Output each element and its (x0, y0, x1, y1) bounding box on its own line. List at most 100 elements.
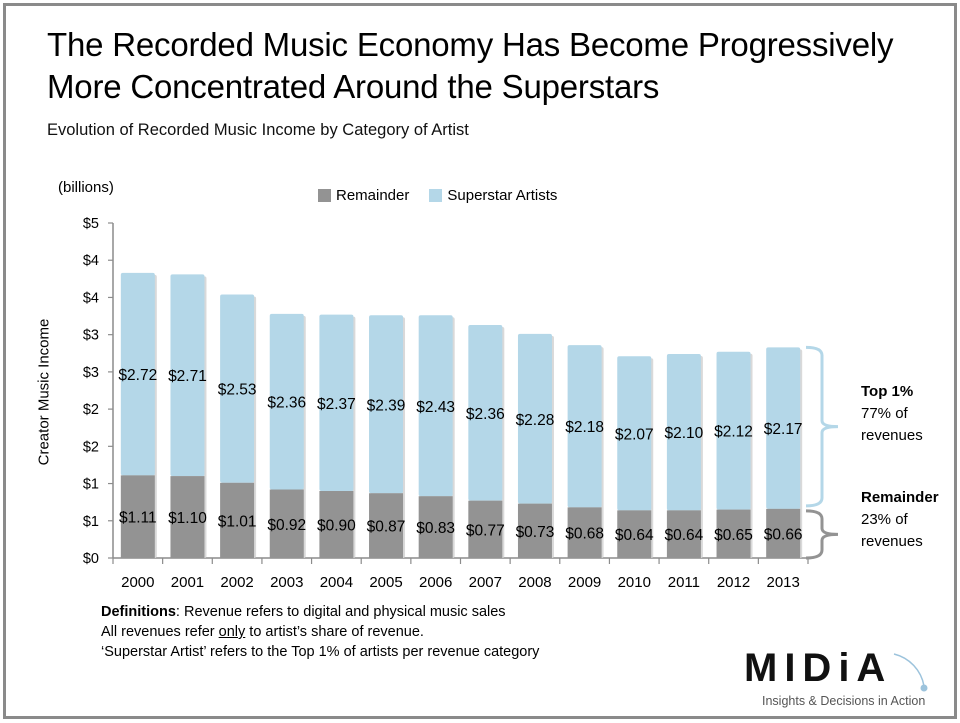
bar-superstar (617, 356, 652, 511)
legend-label-remainder: Remainder (336, 187, 410, 204)
x-tick-label: 2002 (220, 574, 253, 591)
data-label-superstar: $2.36 (466, 406, 505, 423)
x-tick-label: 2009 (568, 574, 601, 591)
data-label-remainder: $1.10 (168, 510, 207, 527)
y-tick-label: $2 (83, 402, 99, 418)
x-tick-label: 2011 (668, 574, 700, 591)
bar-remainder (319, 491, 354, 558)
data-label-remainder: $0.77 (466, 522, 505, 539)
legend-label-superstar: Superstar Artists (447, 187, 558, 204)
bar-remainder (567, 507, 602, 558)
x-tick-label: 2003 (270, 574, 303, 591)
data-label-remainder: $1.11 (119, 510, 157, 527)
unit-label: (billions) (58, 179, 114, 196)
title-line-2: More Concentrated Around the Superstars (47, 68, 660, 105)
bar-superstar (766, 347, 801, 509)
data-label-superstar: $2.07 (615, 426, 654, 443)
data-label-remainder: $0.90 (317, 518, 356, 535)
data-label-remainder: $0.68 (565, 526, 604, 543)
annotation-remainder-line2: revenues (861, 533, 923, 550)
annotation-top-heading: Top 1% (861, 383, 914, 400)
x-tick-label: 2012 (717, 574, 750, 591)
definitions-line-2-underlined: only (218, 624, 246, 640)
data-label-superstar: $2.18 (565, 419, 604, 436)
bar-remainder (517, 503, 552, 558)
data-label-superstar: $2.12 (714, 424, 753, 441)
y-tick-label: $3 (83, 328, 99, 344)
bar-superstar (666, 354, 701, 511)
bar-remainder (220, 482, 255, 558)
x-tick-label: 2007 (469, 574, 502, 591)
y-tick-label: $3 (83, 365, 99, 381)
y-tick-label: $0 (83, 551, 99, 567)
bar-superstar (369, 315, 404, 494)
data-label-remainder: $0.64 (615, 527, 654, 544)
definitions-line-2: All revenues refer only to artist’s shar… (101, 622, 539, 642)
data-label-remainder: $1.01 (218, 513, 257, 530)
bar-remainder (120, 475, 155, 558)
bar-superstar (170, 274, 205, 477)
data-label-remainder: $0.87 (367, 519, 406, 536)
midia-logo: MIDiA Insights & Decisions in Action (744, 640, 954, 710)
bar-remainder (269, 489, 304, 558)
bar-remainder (766, 508, 801, 558)
data-label-superstar: $2.53 (218, 382, 257, 399)
annotation-top-line2: revenues (861, 427, 923, 444)
x-tick-label: 2000 (121, 574, 154, 591)
title-line-1: The Recorded Music Economy Has Become Pr… (47, 26, 894, 63)
brace-remainder (805, 509, 839, 560)
definitions-line-1: Definitions: Revenue refers to digital a… (101, 602, 539, 622)
legend-item-superstar: Superstar Artists (429, 187, 557, 204)
x-tick-label: 2008 (518, 574, 551, 591)
page-title: The Recorded Music Economy Has Become Pr… (47, 24, 894, 108)
bar-superstar (468, 324, 503, 501)
bar-superstar (517, 333, 552, 504)
annotation-top-line1: 77% of (861, 405, 908, 422)
brace-top (805, 345, 839, 508)
bar-superstar (120, 272, 155, 476)
bar-remainder (666, 510, 701, 558)
x-tick-label: 2013 (766, 574, 799, 591)
legend-swatch-remainder (318, 189, 331, 202)
bar-superstar (716, 351, 751, 510)
definitions-block: Definitions: Revenue refers to digital a… (101, 602, 539, 662)
definitions-line-2-pre: All revenues refer (101, 624, 219, 640)
data-label-superstar: $2.71 (168, 368, 207, 385)
logo-arc-icon (893, 653, 928, 692)
bar-remainder (468, 500, 503, 558)
slide-frame (3, 3, 957, 719)
data-label-remainder: $0.65 (714, 527, 753, 544)
data-label-superstar: $2.36 (267, 395, 306, 412)
definitions-line-3: ‘Superstar Artist’ refers to the Top 1% … (101, 644, 540, 660)
y-tick-label: $5 (83, 216, 99, 232)
bar-superstar (319, 314, 354, 491)
data-label-superstar: $2.28 (516, 412, 555, 429)
definitions-label: Definitions (101, 604, 176, 620)
x-tick-label: 2006 (419, 574, 452, 591)
data-label-remainder: $0.66 (764, 526, 803, 543)
definitions-line-2-post: to artist’s share of revenue. (245, 624, 424, 640)
y-tick-label: $1 (83, 514, 99, 530)
bar-remainder (617, 510, 652, 558)
y-tick-label: $4 (83, 290, 99, 306)
x-tick-label: 2010 (618, 574, 651, 591)
y-tick-label: $2 (83, 439, 99, 455)
annotation-remainder-heading: Remainder (861, 489, 939, 506)
bar-remainder (170, 476, 205, 558)
definitions-line-1-text: : Revenue refers to digital and physical… (175, 604, 506, 620)
legend-swatch-superstar (429, 189, 443, 202)
data-label-superstar: $2.10 (664, 425, 703, 442)
data-label-superstar: $2.37 (317, 396, 356, 413)
data-label-superstar: $2.17 (764, 421, 803, 438)
x-tick-label: 2005 (369, 574, 402, 591)
annotation-remainder: Remainder 23% of revenues (861, 487, 939, 553)
x-tick-label: 2001 (171, 574, 204, 591)
data-label-remainder: $0.83 (416, 520, 455, 537)
logo-tagline: Insights & Decisions in Action (762, 694, 926, 708)
y-tick-label: $4 (83, 253, 99, 269)
x-tick-label: 2004 (320, 574, 353, 591)
y-tick-label: $1 (83, 477, 99, 493)
bar-superstar (418, 315, 453, 497)
annotation-remainder-line1: 23% of (861, 511, 908, 528)
